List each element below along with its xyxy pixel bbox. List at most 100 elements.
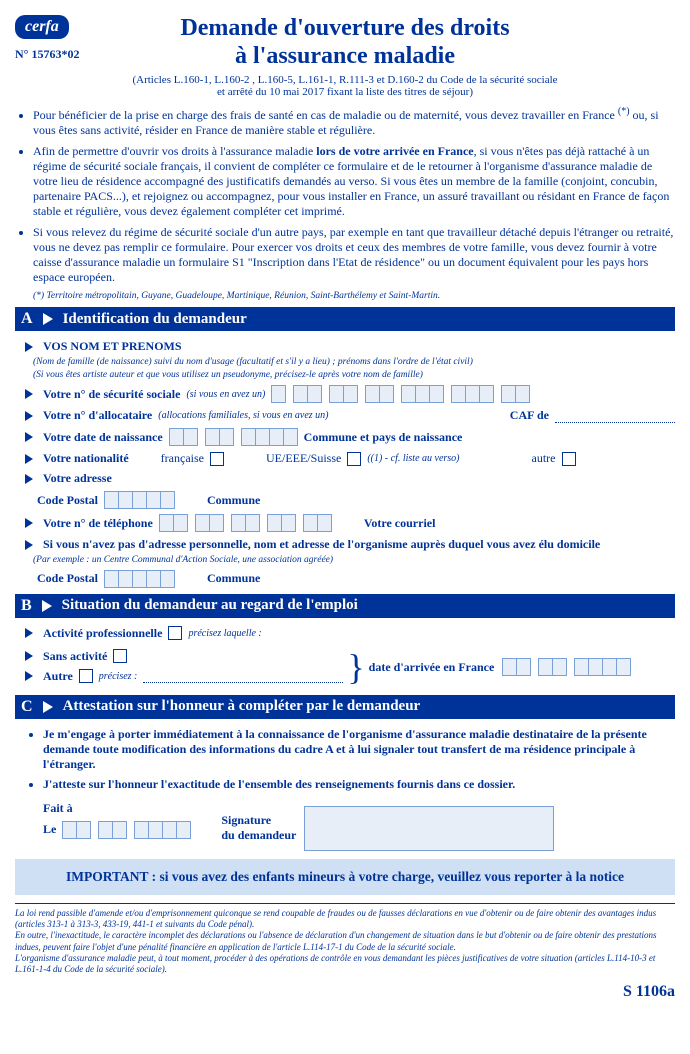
triangle-icon [43, 701, 53, 713]
cerfa-badge: cerfa [15, 15, 69, 39]
le-boxes[interactable] [62, 821, 191, 839]
c-bullet-1: Je m'engage à porter immédiatement à la … [43, 727, 675, 772]
label-noaddr: Si vous n'avez pas d'adresse personnelle… [43, 537, 600, 552]
section-c-title: Attestation sur l'honneur à compléter pa… [63, 698, 421, 715]
ssn-boxes[interactable] [271, 385, 530, 403]
header: cerfa N° 15763*02 Demande d'ouverture de… [15, 15, 675, 98]
tel-boxes[interactable] [159, 514, 332, 532]
label-name: VOS NOM ET PRENOMS [43, 339, 182, 354]
cp2-boxes[interactable] [104, 570, 175, 588]
subtitle-line1: (Articles L.160-1, L.160-2 , L.160-5, L.… [132, 74, 557, 86]
intro-b2a: Afin de permettre d'ouvrir vos droits à … [33, 144, 316, 158]
label-cp2: Code Postal [37, 571, 98, 586]
legal-p2a: En outre, l'inexactitude, le caractère i… [15, 930, 657, 951]
important-text1: IMPORTANT : si vous avez des enfants min… [66, 869, 514, 884]
bullet-icon [25, 411, 33, 421]
label-pob: Commune et pays de naissance [304, 430, 463, 445]
row-activity: Activité professionnelle précisez laquel… [25, 626, 675, 641]
intro-b2-bold: lors de votre arrivée en France [316, 144, 473, 158]
none-checkbox[interactable] [113, 649, 127, 663]
note-name1: (Nom de famille (de naissance) suivi du … [33, 357, 675, 368]
label-other: Autre [43, 669, 73, 684]
note-alloc: (allocations familiales, si vous en avez… [158, 410, 328, 421]
intro-footnote: (*) Territoire métropolitain, Guyane, Gu… [33, 291, 675, 301]
section-c-body: Je m'engage à porter immédiatement à la … [15, 727, 675, 851]
signature-box[interactable] [304, 806, 554, 851]
label-dob: Votre date de naissance [43, 430, 163, 445]
intro-bullet-3: Si vous relevez du régime de sécurité so… [33, 225, 675, 285]
bullet-icon [25, 342, 33, 352]
nat-eu-label: UE/EEE/Suisse [266, 451, 341, 466]
note-name2: (Si vous êtes artiste auteur et que vous… [33, 370, 675, 381]
label-nat: Votre nationalité [43, 451, 129, 466]
dob-boxes[interactable] [169, 428, 298, 446]
row-le: Le [43, 821, 191, 839]
label-arrival: date d'arrivée en France [369, 660, 495, 675]
label-faita: Fait à [43, 801, 73, 816]
section-b-header: B Situation du demandeur au regard de l'… [15, 594, 675, 618]
caf-field[interactable] [555, 409, 675, 423]
label-none: Sans activité [43, 649, 107, 664]
triangle-icon [42, 600, 52, 612]
intro-bullet-2: Afin de permettre d'ouvrir vos droits à … [33, 144, 675, 219]
row-none: Sans activité [25, 649, 343, 664]
brace-icon: } [347, 657, 364, 679]
intro-bullet-1: Pour bénéficier de la prise en charge de… [33, 106, 675, 138]
section-a-header: A Identification du demandeur [15, 307, 675, 331]
nat-fr-checkbox[interactable] [210, 452, 224, 466]
bullet-icon [25, 651, 33, 661]
label-le: Le [43, 822, 56, 837]
bullet-icon [25, 432, 33, 442]
row-addr: Votre adresse [25, 471, 675, 486]
section-a-letter: A [21, 310, 33, 328]
label-cp: Code Postal [37, 493, 98, 508]
cp-boxes[interactable] [104, 491, 175, 509]
nat-eu-checkbox[interactable] [347, 452, 361, 466]
row-tel: Votre n° de téléphone Votre courriel [25, 514, 675, 532]
section-b-letter: B [21, 597, 32, 615]
page-title: Demande d'ouverture des droits à l'assur… [15, 15, 675, 70]
triangle-icon [43, 313, 53, 325]
label-caf: CAF de [510, 408, 549, 423]
section-c-header: C Attestation sur l'honneur à compléter … [15, 695, 675, 719]
row-nat: Votre nationalité française UE/EEE/Suiss… [25, 451, 675, 466]
nat-other-checkbox[interactable] [562, 452, 576, 466]
label-tel: Votre n° de téléphone [43, 516, 153, 531]
label-sig1: Signature [221, 813, 296, 828]
title-line2: à l'assurance maladie [235, 43, 455, 69]
row-alloc: Votre n° d'allocataire (allocations fami… [25, 408, 675, 423]
label-addr: Votre adresse [43, 471, 112, 486]
row-ssn: Votre n° de sécurité sociale (si vous en… [25, 385, 675, 403]
label-activity: Activité professionnelle [43, 626, 162, 641]
note-noaddr: (Par exemple : un Centre Communal d'Acti… [33, 555, 675, 566]
label-email: Votre courriel [364, 516, 436, 531]
note-ssn: (si vous en avez un) [186, 389, 265, 400]
other-checkbox[interactable] [79, 669, 93, 683]
row-noaddr: Si vous n'avez pas d'adresse personnelle… [25, 537, 675, 552]
other-field[interactable] [143, 669, 343, 683]
important-text2: reporter à la notice [514, 869, 624, 884]
row-other: Autre précisez : [25, 669, 343, 684]
row-dob: Votre date de naissance Commune et pays … [25, 428, 675, 446]
nat-eu-note: ((1) - cf. liste au verso) [367, 453, 459, 464]
section-a-title: Identification du demandeur [63, 311, 247, 328]
other-note: précisez : [99, 671, 138, 682]
label-commune2: Commune [207, 571, 260, 586]
bullet-icon [25, 518, 33, 528]
label-commune: Commune [207, 493, 260, 508]
legal-p1: La loi rend passible d'amende et/ou d'em… [15, 908, 675, 931]
section-c-letter: C [21, 698, 33, 716]
subtitle-line2: et arrêté du 10 mai 2017 fixant la liste… [217, 86, 473, 98]
c-bullet-2: J'atteste sur l'honneur l'exactitude de … [43, 777, 675, 792]
arrival-boxes[interactable] [502, 658, 631, 676]
title-line1: Demande d'ouverture des droits [180, 15, 509, 41]
nat-other-label: autre [532, 451, 556, 466]
row-faita: Fait à [43, 801, 191, 816]
nat-fr-label: française [161, 451, 204, 466]
bullet-icon [25, 671, 33, 681]
row-cp2: Code Postal Commune [37, 570, 675, 588]
activity-checkbox[interactable] [168, 626, 182, 640]
bullet-icon [25, 540, 33, 550]
subtitle: (Articles L.160-1, L.160-2 , L.160-5, L.… [15, 74, 675, 98]
section-b-title: Situation du demandeur au regard de l'em… [62, 597, 358, 614]
